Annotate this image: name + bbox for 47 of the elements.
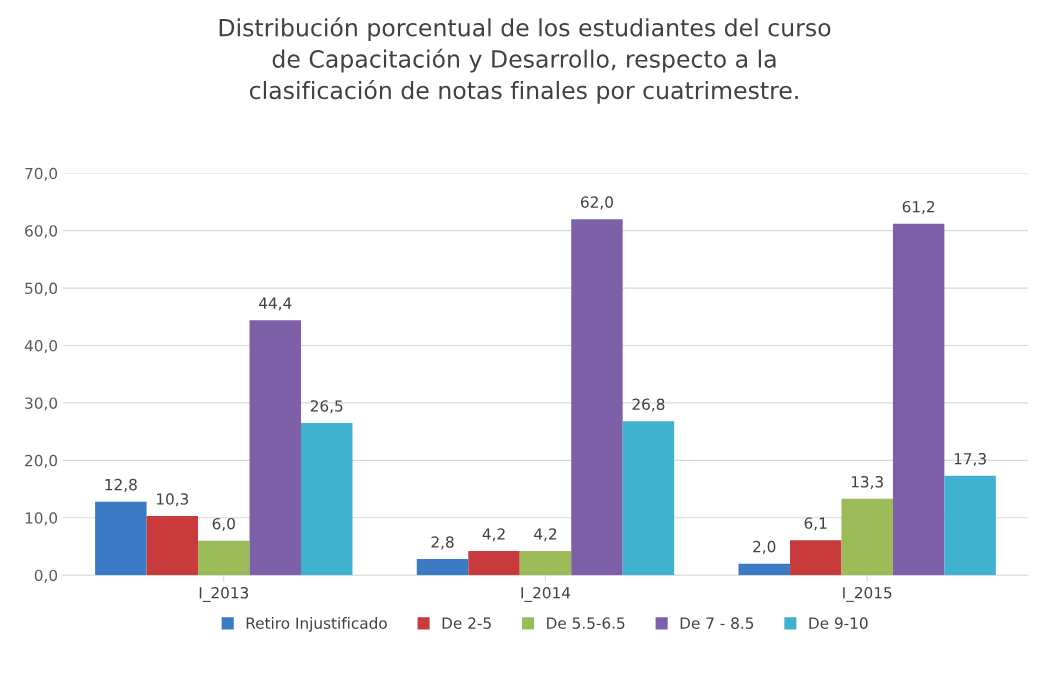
x-tick-label: I_2015 — [843, 587, 892, 602]
bar — [198, 540, 250, 576]
data-label: 44,4 — [259, 297, 292, 311]
legend-label: De 2-5 — [442, 617, 491, 629]
data-label: 4,2 — [534, 528, 557, 542]
y-tick-label: 70,0 — [25, 167, 58, 181]
data-label: 10,3 — [156, 493, 189, 507]
bar — [519, 551, 572, 576]
y-tick-label: 20,0 — [25, 454, 58, 468]
data-label: 62,0 — [581, 196, 613, 210]
bar — [416, 559, 469, 576]
y-tick-label: 50,0 — [25, 282, 58, 296]
data-label: 12,8 — [105, 478, 137, 492]
bar — [738, 563, 790, 576]
data-label: 13,3 — [851, 475, 883, 490]
bar — [95, 501, 147, 576]
data-label: 17,3 — [954, 453, 986, 467]
bar — [146, 516, 199, 576]
bar — [892, 223, 945, 576]
bar — [249, 320, 301, 576]
y-tick-label: 30,0 — [25, 397, 58, 411]
data-label: 26,5 — [310, 400, 343, 414]
bar — [789, 540, 842, 576]
y-tick-label: 0,0 — [34, 569, 58, 583]
data-label: 6,0 — [212, 517, 235, 531]
data-label: 2,8 — [431, 536, 454, 550]
data-label: 2,0 — [753, 540, 776, 554]
x-tick-label: I_2014 — [521, 587, 571, 602]
bar — [944, 475, 996, 576]
y-tick-label: 60,0 — [25, 225, 58, 239]
legend-label: De 5.5-6.5 — [547, 617, 625, 629]
bar — [841, 498, 893, 576]
y-tick-label: 40,0 — [24, 339, 58, 354]
legend-label: Retiro Injustificado — [246, 617, 387, 632]
legend-label: De 7 - 8.5 — [680, 617, 754, 629]
data-label: 61,2 — [902, 200, 935, 215]
y-tick-label: 10,0 — [25, 512, 58, 526]
legend-label: De 9-10 — [809, 617, 868, 629]
bar — [571, 219, 623, 576]
data-label: 6,1 — [804, 517, 827, 531]
x-tick-label: I_2013 — [199, 587, 249, 602]
bar — [468, 551, 520, 576]
data-label: 26,8 — [632, 398, 665, 412]
chart-title: Distribución porcentual de los estudiantes del curso de Capacitación y Desarrollo, respecto a la clasificación de notas finales por cuatrimestre. — [219, 17, 831, 104]
data-label: 4,2 — [482, 528, 505, 542]
bar — [300, 423, 353, 576]
bar — [622, 421, 675, 576]
